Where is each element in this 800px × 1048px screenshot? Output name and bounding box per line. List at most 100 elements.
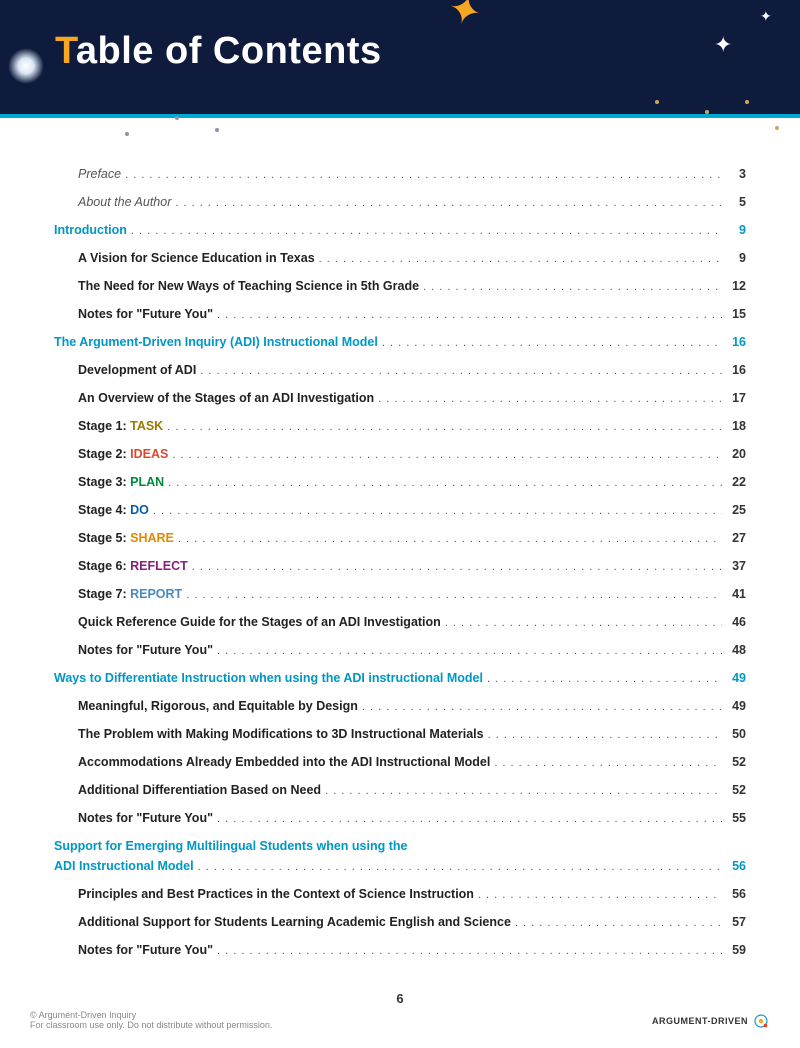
brand-mark: ARGUMENT-DRIVEN [652, 1012, 770, 1030]
toc-section: The Argument-Driven Inquiry (ADI) Instru… [54, 334, 746, 352]
toc-front-matter: About the Author 5 [54, 194, 746, 212]
toc-subentry: The Problem with Making Modifications to… [54, 726, 746, 744]
page-number: 6 [396, 991, 403, 1006]
leader-dots [131, 222, 722, 240]
toc-page: 5 [726, 194, 746, 212]
toc-subentry: The Need for New Ways of Teaching Scienc… [54, 278, 746, 296]
leader-dots [153, 502, 722, 520]
toc-page: 37 [726, 558, 746, 576]
toc-subentry: Meaningful, Rigorous, and Equitable by D… [54, 698, 746, 716]
toc-label: Introduction [54, 222, 127, 240]
toc-subentry: Stage 4: DO 25 [54, 502, 746, 520]
toc-label: Stage 7: REPORT [78, 586, 182, 604]
toc-subentry: Notes for "Future You" 59 [54, 942, 746, 960]
toc-page: 52 [726, 754, 746, 772]
gear-atom-icon [752, 1012, 770, 1030]
toc-label: Stage 4: DO [78, 502, 149, 520]
leader-dots [186, 586, 722, 604]
toc-section: Introduction 9 [54, 222, 746, 240]
leader-dots [378, 390, 722, 408]
leader-dots [217, 810, 722, 828]
page-title: Table of Contents [55, 30, 800, 73]
toc-page: 3 [726, 166, 746, 184]
stage-name: REPORT [130, 587, 182, 601]
leader-dots [478, 886, 722, 904]
toc-subentry: Notes for "Future You"48 [54, 642, 746, 660]
toc-subentry: Additional Support for Students Learning… [54, 914, 746, 932]
stage-name: PLAN [130, 475, 164, 489]
leader-dots [192, 558, 722, 576]
toc-label: Notes for "Future You" [78, 810, 213, 828]
stage-name: TASK [130, 419, 163, 433]
toc-label: Meaningful, Rigorous, and Equitable by D… [78, 698, 358, 716]
toc-subentry: Stage 3: PLAN 22 [54, 474, 746, 492]
stage-name: REFLECT [130, 559, 188, 573]
toc-label: Accommodations Already Embedded into the… [78, 754, 490, 772]
leader-dots [175, 194, 722, 212]
toc-subentry: Development of ADI16 [54, 362, 746, 380]
toc-page: 9 [726, 250, 746, 268]
toc-subentry: Notes for "Future You" 55 [54, 810, 746, 828]
leader-dots [319, 250, 722, 268]
toc-subentry: Principles and Best Practices in the Con… [54, 886, 746, 904]
leader-dots [515, 914, 722, 932]
leader-dots [494, 754, 722, 772]
copyright-text: © Argument-Driven Inquiry [30, 1010, 272, 1020]
toc-label: Quick Reference Guide for the Stages of … [78, 614, 441, 632]
toc-page: 56 [726, 886, 746, 904]
toc-page: 17 [726, 390, 746, 408]
toc-page: 15 [726, 306, 746, 324]
toc-page: 18 [726, 418, 746, 436]
toc-label: Notes for "Future You" [78, 306, 213, 324]
toc-page: 59 [726, 942, 746, 960]
star-icon: ✦ [714, 32, 732, 58]
leader-dots [167, 418, 722, 436]
page-header: ✦ ✦ ✦ Table of Contents [0, 0, 800, 118]
toc-subentry: Stage 5: SHARE 27 [54, 530, 746, 548]
toc-label: About the Author [78, 194, 171, 212]
stage-name: SHARE [130, 531, 174, 545]
brand-text: ARGUMENT-DRIVEN [652, 1016, 748, 1026]
toc-label: The Need for New Ways of Teaching Scienc… [78, 278, 419, 296]
toc-subentry: Stage 1: TASK18 [54, 418, 746, 436]
toc-page: 27 [726, 530, 746, 548]
toc-section: ADI Instructional Model56 [54, 858, 746, 876]
toc-front-matter: Preface3 [54, 166, 746, 184]
toc-page: 41 [726, 586, 746, 604]
stage-name: DO [130, 503, 149, 517]
toc-page: 48 [726, 642, 746, 660]
toc-page: 55 [726, 810, 746, 828]
toc-subentry: Stage 2: IDEAS20 [54, 446, 746, 464]
page-footer: © Argument-Driven Inquiry For classroom … [0, 1010, 800, 1030]
leader-dots [200, 362, 722, 380]
toc-label: An Overview of the Stages of an ADI Inve… [78, 390, 374, 408]
toc-page: 46 [726, 614, 746, 632]
leader-dots [217, 306, 722, 324]
toc-label: Stage 5: SHARE [78, 530, 174, 548]
toc-page: 25 [726, 502, 746, 520]
leader-dots [125, 166, 722, 184]
toc-page: 12 [726, 278, 746, 296]
toc-page: 57 [726, 914, 746, 932]
glow-decoration [8, 48, 44, 84]
toc-page: 16 [726, 334, 746, 352]
toc-page: 52 [726, 782, 746, 800]
toc-subentry: A Vision for Science Education in Texas9 [54, 250, 746, 268]
toc-label: Notes for "Future You" [78, 942, 213, 960]
star-icon: ✦ [760, 8, 772, 25]
toc-label: The Argument-Driven Inquiry (ADI) Instru… [54, 334, 378, 352]
toc-subentry: Stage 6: REFLECT37 [54, 558, 746, 576]
leader-dots [362, 698, 722, 716]
toc-page: 22 [726, 474, 746, 492]
toc-subentry: Additional Differentiation Based on Need… [54, 782, 746, 800]
toc-label: Additional Differentiation Based on Need [78, 782, 321, 800]
toc-label: Principles and Best Practices in the Con… [78, 886, 474, 904]
toc-label: Ways to Differentiate Instruction when u… [54, 670, 483, 688]
leader-dots [487, 670, 722, 688]
toc-page: 9 [726, 222, 746, 240]
title-first-letter: T [55, 30, 76, 72]
toc-subentry: Accommodations Already Embedded into the… [54, 754, 746, 772]
leader-dots [178, 530, 722, 548]
toc-label: Stage 3: PLAN [78, 474, 164, 492]
toc-section-line: Support for Emerging Multilingual Studen… [54, 838, 746, 856]
